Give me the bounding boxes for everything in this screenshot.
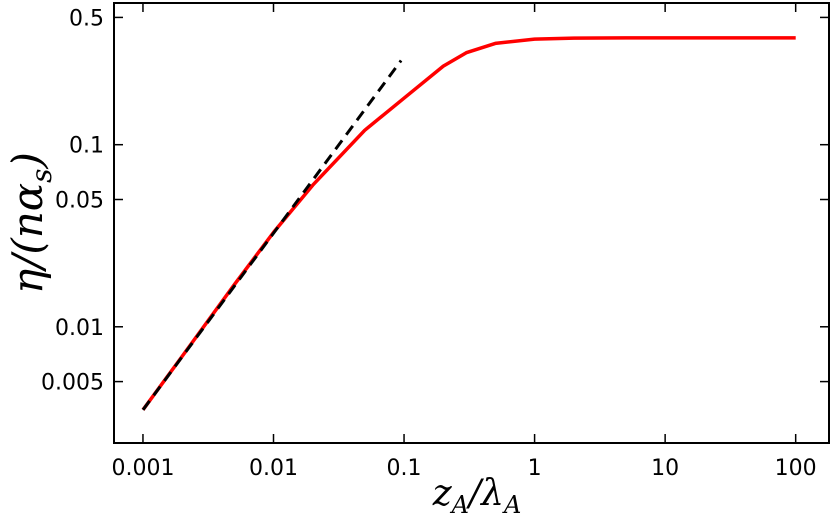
dashed-asymptote-line [141, 59, 403, 411]
x-tick-label: 10 [651, 456, 679, 481]
axis-labels: zA/λA η/(nαs) [3, 152, 521, 513]
plot-area [113, 2, 830, 444]
red-curve-line [141, 36, 796, 411]
x-tick-label: 0.1 [387, 456, 422, 481]
y-tick-label: 0.1 [69, 134, 104, 159]
y-tick-label: 0.05 [55, 189, 104, 214]
x-tick-label: 0.001 [111, 456, 174, 481]
plot-frame [113, 2, 830, 444]
y-tick-label: 0.01 [55, 316, 104, 341]
x-tick-label: 1 [528, 456, 542, 481]
x-axis-label: zA/λA [432, 473, 522, 513]
y-axis-label: η/(nαs) [3, 152, 58, 294]
x-tick-label: 0.01 [249, 456, 298, 481]
x-tick-label: 100 [775, 456, 817, 481]
y-tick-label: 0.005 [41, 371, 104, 396]
y-tick-label: 0.5 [69, 6, 104, 31]
ticks: 0.001 0.01 0.1 1 10 100 0.005 0.01 0.05 0.1 0.5 [41, 3, 829, 481]
